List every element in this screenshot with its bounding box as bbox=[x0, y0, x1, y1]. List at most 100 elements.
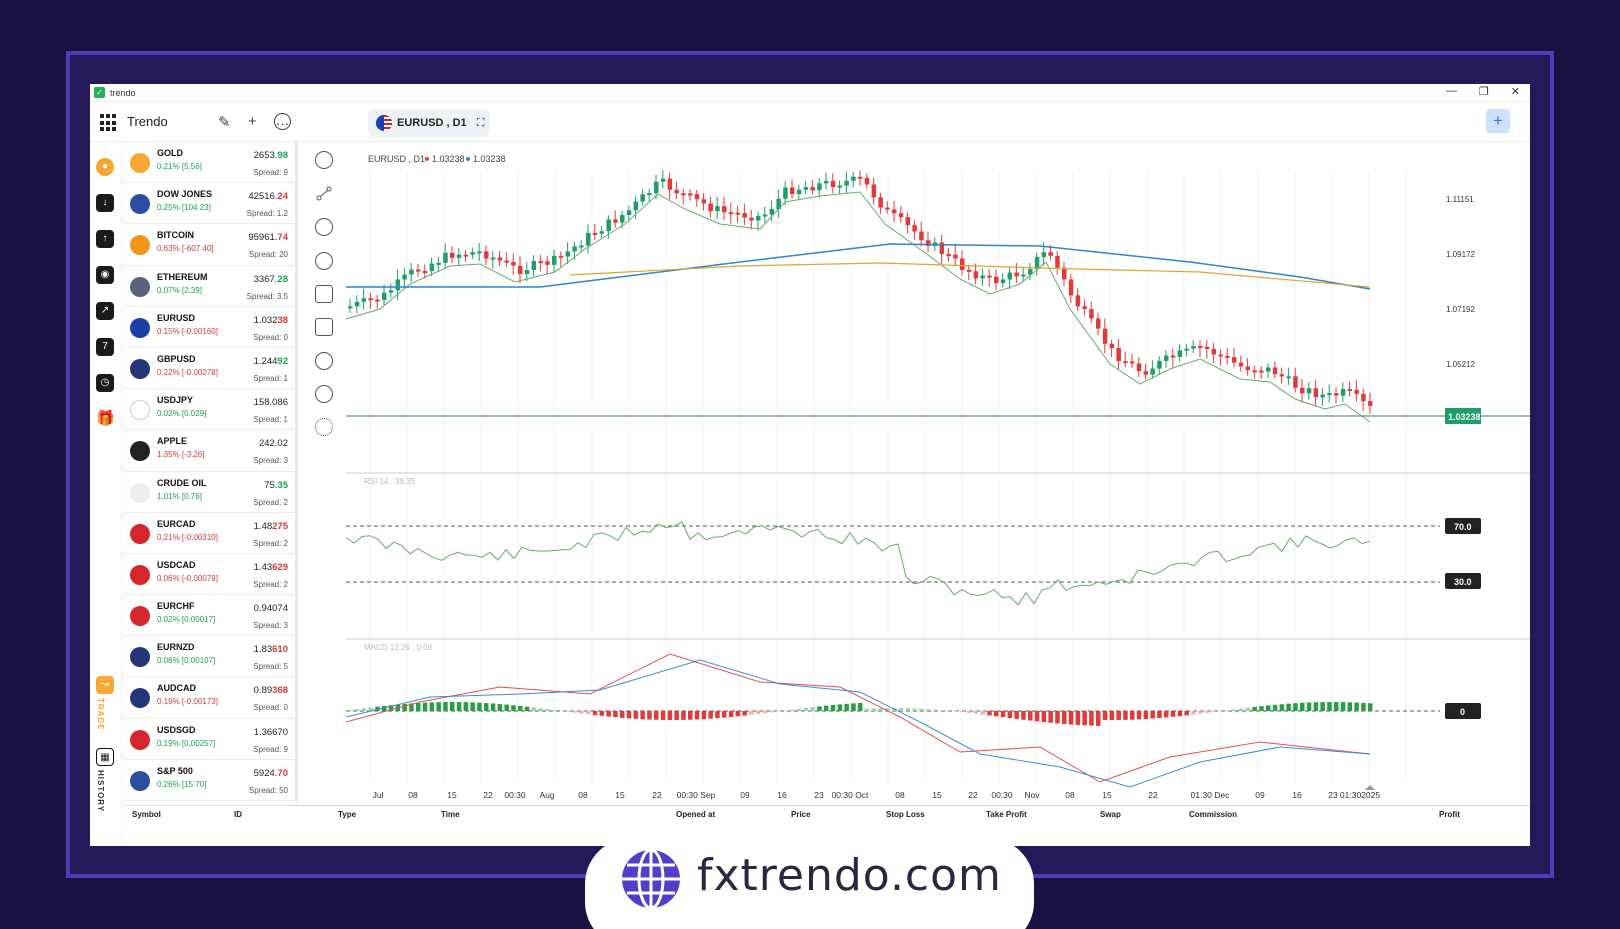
history-clock-icon[interactable]: ◷ bbox=[96, 374, 114, 392]
chart-icon[interactable]: ↗ bbox=[96, 302, 114, 320]
pencil-icon[interactable]: ✎ bbox=[218, 114, 231, 131]
watchlist-row[interactable]: GBPUSD 0.22% [-0.00278] 1.24492 Spread: 1 bbox=[124, 348, 295, 390]
macd-bar bbox=[810, 707, 815, 711]
macd-bar bbox=[1334, 702, 1339, 711]
candle bbox=[1300, 387, 1305, 394]
watchlist-row[interactable]: EURCAD 0.21% [-0.00310] 1.48275 Spread: 2 bbox=[124, 513, 295, 554]
deposit-icon[interactable]: ↓ bbox=[96, 194, 114, 212]
copy-tool-icon[interactable] bbox=[315, 318, 333, 336]
macd-bar bbox=[436, 702, 441, 711]
watchlist-row[interactable]: AUDCAD 0.19% [-0.00173] 0.89368 Spread: 0 bbox=[124, 677, 295, 719]
macd-bar bbox=[552, 709, 557, 711]
candle bbox=[490, 257, 496, 260]
clock-tool-icon[interactable] bbox=[315, 151, 333, 169]
macd-bar bbox=[375, 706, 380, 711]
column-header[interactable]: Take Profit bbox=[986, 810, 1027, 819]
settings-gear-icon[interactable] bbox=[315, 418, 333, 436]
title-bar: ✓ trendo — ❐ ✕ bbox=[90, 84, 1530, 102]
chat-icon[interactable]: … bbox=[274, 112, 291, 130]
gift-icon[interactable]: 🎁 bbox=[96, 410, 115, 428]
macd-bar bbox=[620, 711, 625, 718]
watchlist-row[interactable]: EURCHF 0.02% [0.00017] 0.94074 Spread: 3 bbox=[124, 595, 295, 637]
macd-bar bbox=[919, 708, 924, 711]
watchlist-row[interactable]: CRUDE OIL 1.01% [0.76] 75.35 Spread: 2 bbox=[124, 472, 295, 513]
y-tick-label: 1.09172 bbox=[1446, 250, 1475, 259]
price-main: 1.032 bbox=[253, 314, 278, 326]
watchlist-row[interactable]: APPLE 1.35% [-3.26] 242.02 Spread: 3 bbox=[124, 430, 295, 472]
watchlist-row[interactable]: USDJPY 0.02% [0.029] 158.086 Spread: 1 bbox=[124, 389, 295, 431]
chart-area[interactable]: EURUSD , D1 1.03238 1.03238 1.03238 1.11… bbox=[340, 142, 1530, 802]
macd-bar bbox=[1089, 711, 1094, 726]
signals-icon[interactable]: ◉ bbox=[96, 266, 114, 284]
candle bbox=[1143, 371, 1149, 375]
x-tick-label: 08 bbox=[578, 790, 588, 800]
candle bbox=[966, 269, 972, 272]
symbol-change: 0.25% [104.23] bbox=[157, 203, 211, 213]
candle bbox=[654, 181, 659, 194]
apps-grid-icon[interactable] bbox=[100, 114, 118, 132]
eu-flag-icon bbox=[130, 317, 150, 338]
watchlist-row[interactable]: USDSGD 0.19% [0.00257] 1.36670 Spread: 9 bbox=[124, 719, 295, 760]
column-header[interactable]: Stop Loss bbox=[886, 810, 925, 819]
calendar-icon[interactable]: ▦ bbox=[96, 748, 114, 766]
new-chart-button[interactable]: + bbox=[1486, 109, 1510, 133]
macd-bar bbox=[409, 703, 414, 711]
gb-flag-icon bbox=[130, 358, 150, 379]
column-header[interactable]: ID bbox=[234, 810, 242, 819]
add-icon[interactable]: + bbox=[248, 113, 257, 130]
watchlist-row[interactable]: EURUSD 0.15% [-0.00160] 1.03238 Spread: 0 bbox=[124, 307, 295, 348]
candle bbox=[1089, 309, 1094, 319]
column-header[interactable]: Type bbox=[338, 810, 357, 819]
macd-bar bbox=[1340, 702, 1346, 711]
fullscreen-icon[interactable]: ⛶ bbox=[476, 116, 485, 129]
column-header[interactable]: Profit bbox=[1439, 810, 1460, 819]
candle bbox=[1150, 368, 1155, 375]
seven-icon[interactable]: 7 bbox=[96, 338, 114, 356]
macd-bar bbox=[1177, 711, 1183, 717]
candle bbox=[817, 183, 822, 191]
macd-bar bbox=[1266, 705, 1271, 711]
zoom-in-icon[interactable] bbox=[315, 352, 333, 370]
price-main: 3367. bbox=[253, 273, 278, 285]
candle bbox=[463, 254, 469, 257]
line-tool-icon[interactable] bbox=[315, 185, 333, 203]
restore-button[interactable]: ❐ bbox=[1478, 86, 1489, 98]
column-header[interactable]: Opened at bbox=[676, 810, 716, 819]
column-header[interactable]: Symbol bbox=[132, 810, 161, 819]
scroll-end-icon[interactable] bbox=[1365, 785, 1375, 790]
candle bbox=[1272, 367, 1278, 375]
watchlist-row[interactable]: S&P 500 0.26% [15.70] 5924.70 Spread: 50 bbox=[124, 760, 295, 801]
watchlist-row[interactable]: EURNZD 0.06% [0.00107] 1.83610 Spread: 5 bbox=[124, 636, 295, 678]
watchlist-row[interactable]: USDCAD 0.06% [-0.00079] 1.43629 Spread: 2 bbox=[124, 554, 295, 596]
watchlist-row[interactable]: BITCOIN 0.63% [-607.40] 95961.74 Spread: 20 bbox=[124, 224, 295, 266]
watchlist-row[interactable]: GOLD 0.21% [5.56] 2653.98 Spread: 9 bbox=[124, 142, 295, 184]
candle bbox=[851, 176, 856, 181]
watchlist-row[interactable]: DOW JONES 0.25% [104.23] 42516.24 Spread: 1… bbox=[124, 183, 295, 225]
zoom-out-icon[interactable] bbox=[315, 385, 333, 403]
symbol-tab[interactable]: EURUSD , D1 ⛶ bbox=[368, 109, 490, 137]
history-label[interactable]: HISTORY bbox=[96, 770, 105, 813]
candle bbox=[1102, 328, 1108, 344]
globe-icon bbox=[622, 848, 680, 910]
candle bbox=[592, 232, 598, 235]
column-header[interactable]: Swap bbox=[1100, 810, 1121, 819]
minimize-button[interactable]: — bbox=[1445, 85, 1457, 97]
target-tool-icon[interactable] bbox=[315, 252, 333, 270]
watchlist-row[interactable]: ETHEREUM 0.07% [2.39] 3367.28 Spread: 3.5 bbox=[124, 266, 295, 307]
withdraw-icon[interactable]: ↑ bbox=[96, 230, 114, 248]
price-chart-svg[interactable]: EURUSD , D1 1.03238 1.03238 1.03238 1.11… bbox=[340, 142, 1530, 804]
trade-label[interactable]: TRADE bbox=[96, 698, 105, 731]
candle bbox=[354, 301, 360, 307]
column-header[interactable]: Commission bbox=[1189, 810, 1238, 819]
note-tool-icon[interactable] bbox=[315, 285, 333, 303]
close-button[interactable]: ✕ bbox=[1510, 86, 1520, 98]
column-header[interactable]: Time bbox=[441, 810, 460, 819]
column-header[interactable]: Price bbox=[791, 810, 811, 819]
candle bbox=[613, 219, 618, 223]
trade-icon[interactable]: ↝ bbox=[96, 676, 114, 694]
candle bbox=[531, 261, 537, 271]
pie-tool-icon[interactable] bbox=[315, 218, 333, 236]
candle bbox=[470, 252, 475, 255]
candle bbox=[1109, 343, 1115, 349]
home-icon[interactable]: ● bbox=[96, 158, 114, 176]
